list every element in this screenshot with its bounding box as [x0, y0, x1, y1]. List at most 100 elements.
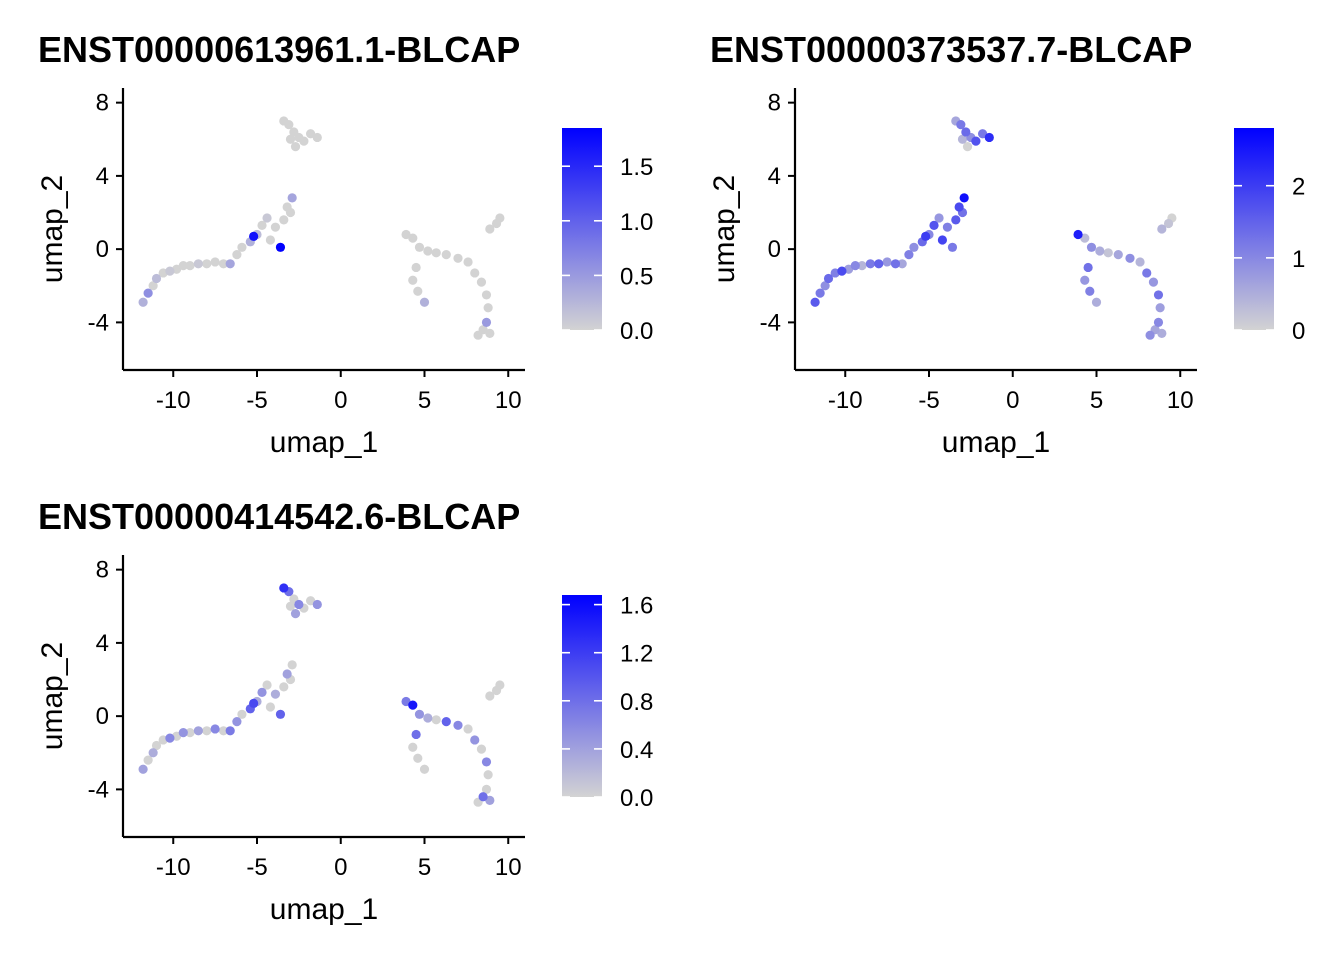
data-point: [1080, 233, 1090, 243]
data-point: [257, 220, 267, 230]
data-point: [306, 129, 316, 139]
x-tick-label: -10: [828, 387, 863, 414]
data-point: [485, 691, 495, 701]
data-point: [909, 242, 919, 252]
data-point: [971, 136, 981, 146]
x-tick-label: 0: [334, 387, 347, 414]
x-axis-label: umap_1: [270, 426, 378, 459]
data-point: [481, 317, 492, 327]
scatter-plot-2: ENST00000373537.7-BLCAP-10 -5 0 5 10-4048uma…: [708, 29, 1305, 459]
data-point: [823, 273, 834, 284]
data-point: [882, 257, 892, 267]
data-point: [423, 713, 433, 723]
data-point: [951, 215, 961, 225]
data-point: [237, 709, 247, 719]
y-axis-label: umap_2: [708, 175, 741, 283]
data-point: [810, 297, 820, 307]
data-point: [178, 261, 188, 271]
data-point: [476, 744, 487, 754]
data-point: [865, 259, 875, 269]
data-point: [151, 273, 162, 284]
data-point: [463, 724, 473, 734]
y-tick-label: -4: [88, 309, 109, 336]
data-point: [441, 250, 451, 260]
data-point: [294, 599, 304, 610]
data-point: [290, 608, 301, 619]
x-tick-label: -5: [246, 854, 267, 881]
data-point: [1145, 330, 1155, 340]
data-point: [249, 698, 259, 708]
data-point: [485, 795, 495, 805]
y-tick-label: 4: [768, 163, 781, 190]
data-point: [1085, 286, 1095, 296]
data-point: [225, 259, 235, 269]
chart-panel-1: ENST00000613961.1-BLCAP -10 -5 0 5 10 -4 0 4 8 uma…: [0, 0, 672, 467]
y-axis-label: umap_2: [36, 175, 69, 283]
chart-title: ENST00000414542.6-BLCAP: [38, 496, 520, 537]
data-point: [218, 259, 229, 269]
y-axis-label: umap_2: [36, 642, 69, 750]
data-point: [282, 202, 292, 212]
data-point: [495, 680, 505, 690]
x-axis-label: umap_1: [270, 893, 378, 926]
y-tick-label: 8: [768, 90, 781, 117]
data-point: [921, 231, 931, 241]
data-point: [956, 120, 966, 130]
data-point: [270, 222, 281, 232]
data-point: [411, 262, 421, 273]
data-point: [934, 213, 944, 223]
data-point: [453, 253, 463, 263]
data-point: [470, 268, 480, 278]
data-point: [193, 259, 203, 269]
data-point: [270, 689, 281, 699]
data-point: [165, 266, 175, 276]
colorbar-tick-label: 0.8: [620, 689, 653, 716]
colorbar-tick-label: 1.6: [620, 593, 653, 620]
data-point: [275, 709, 286, 719]
chart-panel-3: ENST00000414542.6-BLCAP -10 -5 0 5 10 -4 0 4 8 uma…: [0, 467, 672, 934]
x-tick-label: 0: [334, 854, 347, 881]
data-point: [1083, 262, 1093, 273]
data-point: [1103, 248, 1113, 258]
colorbar-tick-label: 1.2: [620, 641, 653, 668]
colorbar-tick-label: 1.0: [620, 209, 653, 236]
data-point: [476, 277, 487, 287]
colorbar-tick-label: 1.5: [620, 154, 653, 181]
data-point: [481, 784, 492, 794]
data-point: [1153, 290, 1164, 300]
data-point: [138, 297, 148, 307]
data-point: [904, 250, 914, 260]
data-point: [1073, 229, 1083, 240]
data-point: [962, 141, 973, 152]
scatter-plot-1: ENST00000613961.1-BLCAP -10 -5 0 5 10 -4 0 4 8 uma…: [36, 29, 653, 459]
data-point: [1113, 250, 1123, 260]
data-point: [225, 726, 235, 736]
y-tick-label: 8: [96, 90, 109, 117]
x-axis-label: umap_1: [942, 426, 1050, 459]
data-point: [413, 286, 423, 296]
colorbar-tick-label: 2: [1292, 174, 1305, 201]
data-point: [483, 303, 493, 313]
data-point: [837, 266, 847, 276]
x-tick-label: 5: [1090, 387, 1103, 414]
data-point: [408, 275, 418, 285]
data-point: [897, 259, 907, 269]
data-point: [408, 742, 418, 752]
y-tick-label: 4: [96, 630, 109, 657]
y-tick-label: 0: [768, 236, 781, 263]
data-point: [285, 134, 296, 144]
data-point: [857, 261, 867, 271]
data-point: [282, 669, 292, 679]
data-point: [275, 242, 286, 252]
data-point: [138, 764, 148, 774]
data-point: [148, 748, 158, 758]
data-point: [193, 726, 203, 736]
data-point: [414, 709, 425, 719]
data-point: [820, 281, 830, 291]
colorbar: [562, 595, 602, 797]
data-point: [262, 680, 272, 690]
x-tick-label: 10: [495, 854, 522, 881]
x-tick-label: 5: [418, 854, 431, 881]
data-point: [290, 141, 301, 152]
x-tick-label: 10: [1167, 387, 1194, 414]
